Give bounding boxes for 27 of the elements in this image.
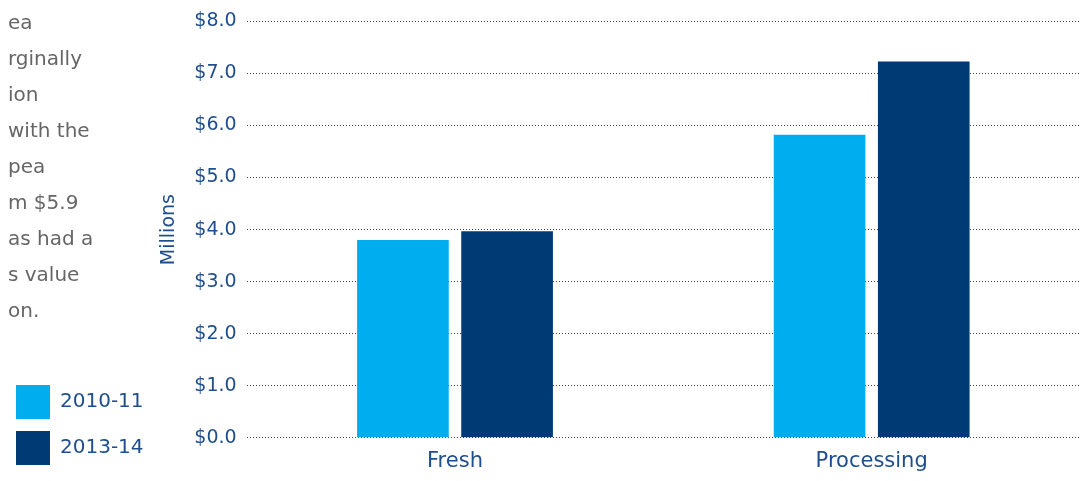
y-tick-label: $1.0 — [194, 372, 237, 395]
text: on. — [8, 297, 41, 324]
bar — [773, 134, 866, 438]
bar — [357, 240, 449, 438]
text: m $5.9 — [8, 189, 80, 216]
y-tick-label: $6.0 — [194, 112, 237, 135]
y-tick-label: $5.0 — [194, 164, 237, 187]
bar — [877, 61, 970, 438]
x-tick-label: Fresh — [427, 447, 483, 472]
text: ea — [8, 9, 34, 36]
y-tick-label: $0.0 — [194, 424, 237, 447]
y-tick-label: $4.0 — [194, 216, 237, 239]
y-tick-label: $3.0 — [194, 268, 237, 291]
y-tick-label: $7.0 — [194, 60, 237, 83]
legend-label: 2013-14 — [60, 434, 144, 459]
y-tick-label: $8.0 — [194, 8, 237, 31]
y-axis-title: Millions — [155, 194, 178, 266]
x-tick-label: Processing — [815, 447, 928, 472]
legend-label: 2010-11 — [60, 388, 144, 413]
y-tick-label: $2.0 — [194, 320, 237, 343]
text: ion — [8, 81, 40, 108]
text: as had a — [8, 225, 95, 252]
text: pea — [8, 153, 47, 180]
bar — [461, 231, 553, 438]
text: s value — [8, 261, 81, 288]
text: rginally — [8, 45, 83, 72]
text: with the — [8, 117, 91, 144]
